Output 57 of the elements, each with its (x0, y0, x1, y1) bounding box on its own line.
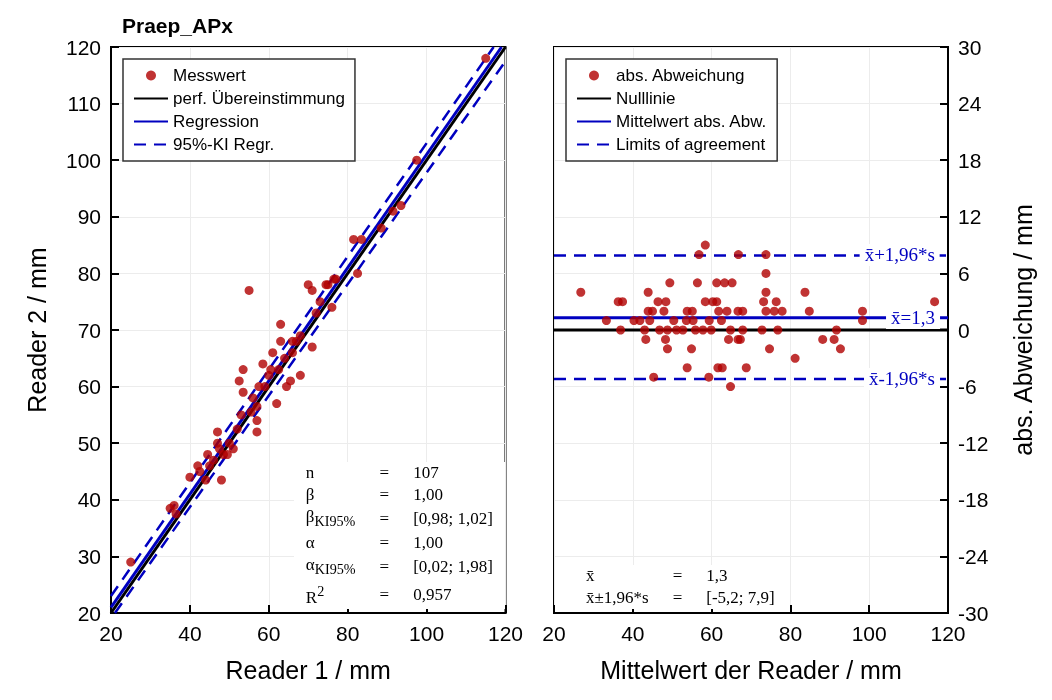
legend-label: Nulllinie (616, 89, 676, 108)
y-tick-label: 12 (958, 205, 982, 229)
x-axis-title: Reader 1 / mm (225, 655, 391, 684)
y-tick-label: 110 (67, 92, 101, 116)
legend-label: Messwert (173, 66, 247, 85)
y-tick-label: 90 (77, 205, 101, 229)
text: x̄±1,96*s = [-5,2; 7,9] (586, 588, 775, 607)
text: x̄ = 1,3 (586, 566, 728, 585)
text: β = 1,00 (305, 484, 443, 504)
text: α$_{KI95%}$ = [0,02; 1,98] (305, 554, 493, 578)
y-tick-label: 50 (77, 431, 101, 455)
x-tick-label: 100 (409, 622, 445, 645)
x-tick-label: 60 (699, 622, 724, 645)
x-tick-label: 40 (178, 622, 202, 645)
y-axis-title: Reader 2 / mm (22, 247, 51, 413)
y-tick-label: 6 (958, 261, 970, 285)
y-tick-label: 24 (958, 92, 982, 116)
y-tick-label: 30 (958, 35, 982, 59)
x-tick-label: 80 (778, 622, 803, 645)
legend-label: perf. Übereinstimmung (173, 89, 345, 108)
y-axis-title: abs. Abweichung / mm (1008, 204, 1037, 456)
legend-label: Mittelwert abs. Abw. (616, 112, 767, 131)
x-tick-label: 80 (336, 622, 360, 645)
y-tick-label: 40 (77, 488, 101, 512)
legend-label: 95%-KI Regr. (173, 135, 275, 154)
y-tick-label: -6 (958, 375, 977, 399)
y-tick-label: -12 (958, 431, 989, 455)
annotation: x̄+1,96*s (859, 244, 940, 267)
y-tick-label: -30 (958, 601, 989, 625)
y-tick-label: -18 (958, 488, 989, 512)
annotation: x̄=1,3 (886, 306, 940, 329)
legend-label: abs. Abweichung (616, 66, 745, 85)
y-tick-label: 100 (65, 148, 101, 172)
text: α = 1,00 (305, 532, 443, 552)
chart-title: Praep_APx (122, 14, 234, 37)
x-tick-label: 60 (257, 622, 281, 645)
y-tick-label: 0 (958, 318, 970, 342)
x-axis-title: Mittelwert der Reader / mm (600, 655, 902, 684)
y-tick-label: 120 (65, 35, 101, 59)
y-tick-label: 70 (77, 318, 101, 342)
y-tick-label: -24 (958, 544, 989, 568)
legend-label: Limits of agreement (616, 135, 766, 154)
y-tick-label: 30 (77, 544, 101, 568)
y-tick-label: 18 (958, 148, 982, 172)
y-tick-label: 80 (77, 261, 101, 285)
x-tick-label: 120 (487, 622, 523, 645)
annotation: x̄-1,96*s (864, 368, 940, 391)
text: β$_{KI95%}$ = [0,98; 1,02] (305, 506, 493, 529)
x-tick-label: 100 (851, 622, 887, 645)
text: n = 107 (305, 462, 439, 482)
legend-label: Regression (173, 112, 259, 131)
x-tick-label: 20 (542, 622, 566, 645)
text: R$^{2}$ = 0,957 (305, 583, 452, 607)
x-tick-label: 20 (99, 622, 123, 645)
y-tick-label: 20 (77, 601, 101, 625)
x-tick-label: 40 (621, 622, 645, 645)
y-tick-label: 60 (77, 375, 101, 399)
